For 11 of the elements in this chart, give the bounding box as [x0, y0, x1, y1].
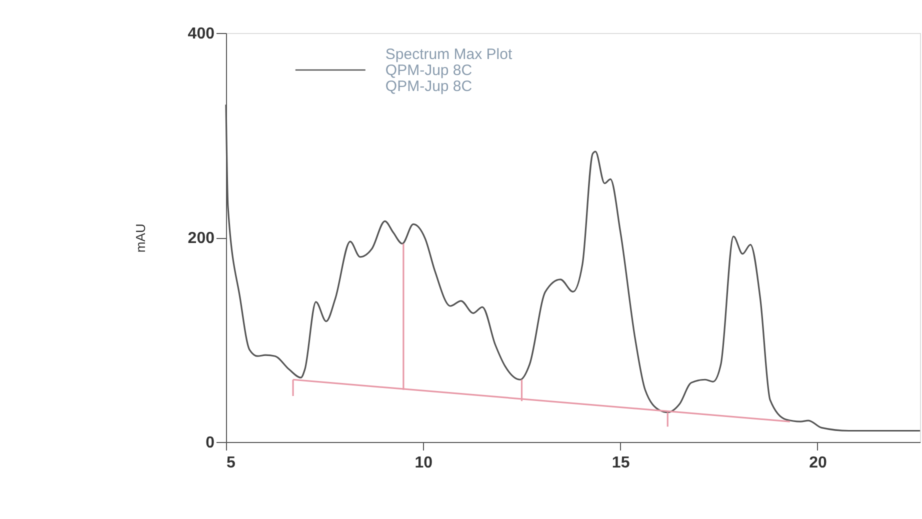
x-tick-label: 20 [809, 454, 827, 472]
legend-label: QPM-Jup 8C [385, 62, 472, 79]
y-axis-title: mAU [132, 224, 148, 252]
y-tick-label: 200 [188, 230, 215, 247]
y-tick-label: 400 [188, 26, 215, 42]
y-tick-label: 0 [206, 434, 215, 452]
x-tick-label: 5 [226, 454, 236, 472]
annotation: QPM-Jup 8C [385, 78, 472, 95]
x-tick-label: 10 [414, 454, 433, 472]
x-tick-label: 15 [612, 454, 630, 472]
legend-title: Spectrum Max Plot [385, 46, 513, 63]
